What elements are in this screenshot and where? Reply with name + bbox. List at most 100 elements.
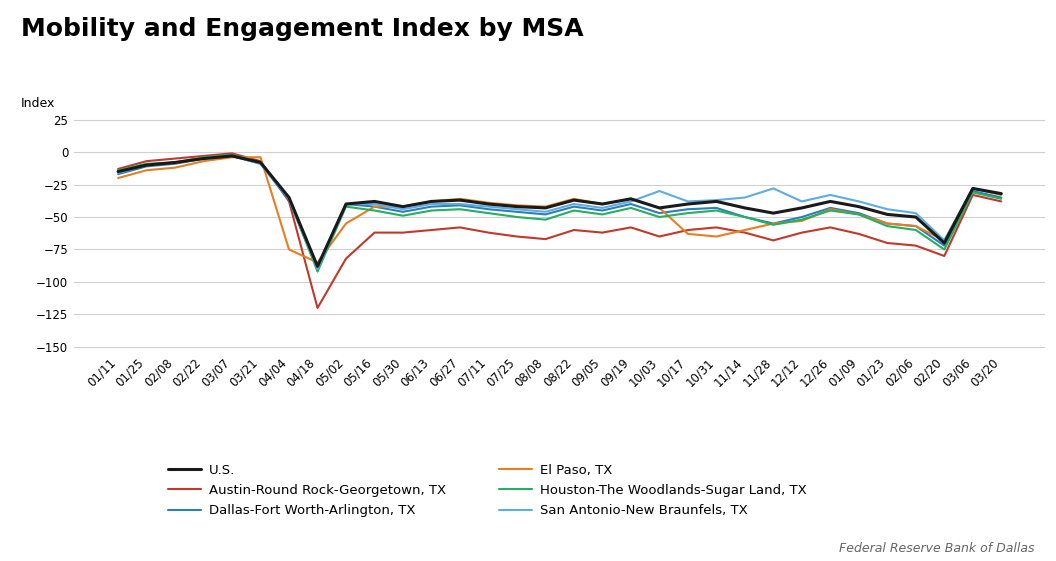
U.S. bbox=[995, 190, 1007, 197]
San Antonio-New Braunfels, TX bbox=[710, 197, 722, 204]
El Paso, TX bbox=[567, 195, 580, 202]
San Antonio-New Braunfels, TX bbox=[738, 194, 751, 201]
El Paso, TX bbox=[340, 220, 353, 227]
U.S. bbox=[881, 211, 893, 218]
San Antonio-New Braunfels, TX bbox=[596, 205, 608, 211]
U.S. bbox=[909, 214, 922, 220]
Austin-Round Rock-Georgetown, TX bbox=[540, 236, 552, 242]
U.S. bbox=[795, 205, 808, 211]
Austin-Round Rock-Georgetown, TX bbox=[283, 198, 296, 205]
San Antonio-New Braunfels, TX bbox=[966, 185, 979, 192]
El Paso, TX bbox=[454, 195, 467, 202]
San Antonio-New Braunfels, TX bbox=[483, 203, 495, 210]
Dallas-Fort Worth-Arlington, TX bbox=[369, 203, 381, 210]
U.S. bbox=[226, 153, 239, 159]
San Antonio-New Braunfels, TX bbox=[312, 265, 324, 272]
Austin-Round Rock-Georgetown, TX bbox=[567, 227, 580, 233]
El Paso, TX bbox=[254, 154, 267, 160]
El Paso, TX bbox=[852, 211, 865, 218]
El Paso, TX bbox=[140, 167, 153, 173]
Houston-The Woodlands-Sugar Land, TX bbox=[567, 207, 580, 214]
Dallas-Fort Worth-Arlington, TX bbox=[909, 223, 922, 229]
Text: Index: Index bbox=[20, 96, 55, 110]
San Antonio-New Braunfels, TX bbox=[112, 169, 125, 176]
San Antonio-New Braunfels, TX bbox=[767, 185, 779, 192]
San Antonio-New Braunfels, TX bbox=[881, 206, 893, 213]
U.S. bbox=[112, 168, 125, 175]
El Paso, TX bbox=[426, 198, 438, 205]
Houston-The Woodlands-Sugar Land, TX bbox=[881, 223, 893, 229]
Houston-The Woodlands-Sugar Land, TX bbox=[483, 210, 495, 217]
Line: Houston-The Woodlands-Sugar Land, TX: Houston-The Woodlands-Sugar Land, TX bbox=[118, 155, 1001, 272]
Houston-The Woodlands-Sugar Land, TX bbox=[426, 207, 438, 214]
Austin-Round Rock-Georgetown, TX bbox=[140, 158, 153, 164]
Austin-Round Rock-Georgetown, TX bbox=[312, 305, 324, 311]
San Antonio-New Braunfels, TX bbox=[795, 198, 808, 205]
El Paso, TX bbox=[995, 191, 1007, 198]
El Paso, TX bbox=[938, 237, 950, 244]
San Antonio-New Braunfels, TX bbox=[397, 206, 410, 213]
Austin-Round Rock-Georgetown, TX bbox=[624, 224, 637, 231]
Dallas-Fort Worth-Arlington, TX bbox=[426, 203, 438, 210]
Austin-Round Rock-Georgetown, TX bbox=[397, 229, 410, 236]
Houston-The Woodlands-Sugar Land, TX bbox=[511, 214, 524, 220]
Austin-Round Rock-Georgetown, TX bbox=[454, 224, 467, 231]
Houston-The Woodlands-Sugar Land, TX bbox=[938, 246, 950, 253]
San Antonio-New Braunfels, TX bbox=[140, 162, 153, 168]
U.S. bbox=[938, 240, 950, 246]
San Antonio-New Braunfels, TX bbox=[624, 198, 637, 205]
Austin-Round Rock-Georgetown, TX bbox=[966, 191, 979, 198]
U.S. bbox=[454, 197, 467, 204]
El Paso, TX bbox=[966, 185, 979, 192]
El Paso, TX bbox=[226, 154, 239, 160]
San Antonio-New Braunfels, TX bbox=[454, 201, 467, 208]
San Antonio-New Braunfels, TX bbox=[226, 153, 239, 159]
San Antonio-New Braunfels, TX bbox=[426, 201, 438, 208]
Houston-The Woodlands-Sugar Land, TX bbox=[795, 216, 808, 223]
El Paso, TX bbox=[624, 195, 637, 202]
U.S. bbox=[710, 198, 722, 205]
Dallas-Fort Worth-Arlington, TX bbox=[767, 220, 779, 227]
Houston-The Woodlands-Sugar Land, TX bbox=[254, 159, 267, 166]
Houston-The Woodlands-Sugar Land, TX bbox=[995, 195, 1007, 202]
El Paso, TX bbox=[767, 220, 779, 227]
Dallas-Fort Worth-Arlington, TX bbox=[653, 210, 665, 217]
San Antonio-New Braunfels, TX bbox=[197, 155, 210, 162]
San Antonio-New Braunfels, TX bbox=[540, 209, 552, 215]
El Paso, TX bbox=[511, 202, 524, 209]
U.S. bbox=[653, 205, 665, 211]
El Paso, TX bbox=[710, 233, 722, 240]
U.S. bbox=[567, 197, 580, 204]
Legend: U.S., Austin-Round Rock-Georgetown, TX, Dallas-Fort Worth-Arlington, TX, El Paso: U.S., Austin-Round Rock-Georgetown, TX, … bbox=[168, 464, 807, 517]
Text: Mobility and Engagement Index by MSA: Mobility and Engagement Index by MSA bbox=[21, 17, 584, 41]
Houston-The Woodlands-Sugar Land, TX bbox=[966, 189, 979, 196]
Dallas-Fort Worth-Arlington, TX bbox=[340, 201, 353, 208]
U.S. bbox=[767, 210, 779, 217]
Austin-Round Rock-Georgetown, TX bbox=[653, 233, 665, 240]
El Paso, TX bbox=[397, 203, 410, 210]
Dallas-Fort Worth-Arlington, TX bbox=[567, 203, 580, 210]
Dallas-Fort Worth-Arlington, TX bbox=[738, 214, 751, 220]
El Paso, TX bbox=[312, 259, 324, 266]
Dallas-Fort Worth-Arlington, TX bbox=[938, 242, 950, 249]
U.S. bbox=[140, 162, 153, 168]
Dallas-Fort Worth-Arlington, TX bbox=[397, 209, 410, 215]
U.S. bbox=[624, 195, 637, 202]
Austin-Round Rock-Georgetown, TX bbox=[738, 229, 751, 236]
San Antonio-New Braunfels, TX bbox=[340, 201, 353, 208]
Dallas-Fort Worth-Arlington, TX bbox=[483, 206, 495, 213]
U.S. bbox=[312, 263, 324, 270]
Austin-Round Rock-Georgetown, TX bbox=[596, 229, 608, 236]
Line: U.S.: U.S. bbox=[118, 156, 1001, 266]
Houston-The Woodlands-Sugar Land, TX bbox=[653, 214, 665, 220]
Houston-The Woodlands-Sugar Land, TX bbox=[312, 268, 324, 275]
Dallas-Fort Worth-Arlington, TX bbox=[995, 194, 1007, 201]
U.S. bbox=[283, 194, 296, 201]
U.S. bbox=[483, 201, 495, 208]
U.S. bbox=[397, 203, 410, 210]
U.S. bbox=[254, 159, 267, 166]
Austin-Round Rock-Georgetown, TX bbox=[824, 224, 836, 231]
U.S. bbox=[738, 205, 751, 211]
Houston-The Woodlands-Sugar Land, TX bbox=[340, 203, 353, 210]
San Antonio-New Braunfels, TX bbox=[653, 188, 665, 195]
